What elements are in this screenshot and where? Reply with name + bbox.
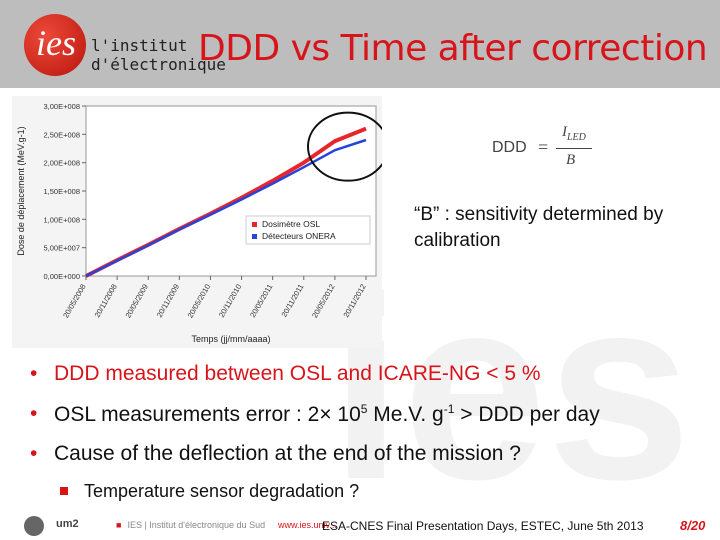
y-axis-label: Dose de déplacement (MeV.g-1)	[16, 126, 26, 255]
bullet-2-text: OSL measurements error : 2× 105 Me.V. g-…	[54, 402, 600, 426]
formula-numerator: ILED	[562, 124, 586, 143]
bullet-1-text: DDD measured between OSL and ICARE-NG < …	[54, 362, 541, 385]
y-tick-label: 2,50E+008	[44, 130, 81, 139]
bullet-dot-icon: •	[30, 402, 38, 425]
legend-swatch	[252, 234, 257, 239]
x-tick-label: 20/05/2008	[61, 283, 88, 320]
x-tick-label: 20/11/2008	[93, 283, 119, 320]
bullet-dot-icon: •	[30, 362, 38, 385]
footer-ies-label: ■ IES | Institut d'électronique du Sud	[116, 520, 266, 530]
x-axis-label: Temps (jj/mm/aaaa)	[191, 334, 270, 344]
y-tick-label: 3,00E+008	[44, 102, 81, 111]
footer-conference: ESA-CNES Final Presentation Days, ESTEC,…	[322, 519, 644, 533]
legend-swatch	[252, 222, 257, 227]
formula-denominator: B	[566, 152, 576, 168]
watermark-ies: ies	[330, 244, 692, 534]
footer-url: www.ies.univ...	[278, 520, 337, 530]
slide-footer: um2 ■ IES | Institut d'électronique du Su…	[0, 512, 720, 540]
formula-lhs: DDD	[492, 139, 527, 156]
slide-header: ies l'institut d'électronique DDD vs Tim…	[0, 0, 720, 88]
y-tick-label: 2,00E+008	[44, 159, 81, 168]
x-tick-label: 20/11/2012	[341, 283, 367, 320]
y-tick-label: 5,00E+007	[44, 244, 81, 253]
ddd-formula: DDD = ILED B	[492, 124, 602, 174]
x-tick-label: 20/11/2009	[155, 283, 181, 320]
footer-ies-logo-icon	[24, 516, 44, 536]
x-tick-label: 20/05/2009	[123, 283, 150, 320]
legend-label: Dosimètre OSL	[262, 219, 320, 229]
x-tick-label: 20/11/2010	[217, 283, 243, 320]
logo-line-2: d'électronique	[91, 55, 226, 74]
x-tick-label: 20/05/2010	[186, 283, 213, 320]
y-tick-label: 1,50E+008	[44, 187, 81, 196]
square-bullet-icon	[60, 487, 68, 495]
y-tick-label: 0,00E+000	[44, 272, 81, 281]
sub-bullet-text: Temperature sensor degradation ?	[84, 481, 360, 501]
series-line-onera	[85, 138, 367, 278]
x-tick-label: 20/05/2012	[310, 283, 337, 320]
x-tick-label: 20/05/2011	[248, 283, 274, 320]
ies-logo-icon	[24, 14, 86, 76]
logo-text: ies	[36, 23, 76, 63]
logo-line-1: l'institut	[91, 36, 188, 55]
bullet-3-text: Cause of the deflection at the end of th…	[54, 442, 521, 465]
plot-area	[85, 105, 377, 277]
page-number: 8/20	[680, 518, 706, 533]
x-tick-label: 20/11/2011	[279, 283, 305, 319]
footer-um2-logo: um2	[56, 518, 79, 530]
slide-title: DDD vs Time after correction	[198, 28, 708, 69]
formula-fraction-bar	[556, 148, 592, 149]
y-tick-label: 1,00E+008	[44, 215, 81, 224]
legend-box	[245, 215, 371, 245]
formula-equals: =	[538, 137, 549, 157]
dose-chart-svg: 0,00E+000 5,00E+007 1,00E+008 1,50E+008 2,00…	[16, 102, 382, 344]
bullet-dot-icon: •	[30, 442, 38, 465]
dose-chart: 0,00E+000 5,00E+007 1,00E+008 1,50E+008 2,00…	[12, 96, 382, 348]
calibration-note: “B” : sensitivity determined by calibrat…	[414, 204, 664, 251]
legend-label: Détecteurs ONERA	[262, 231, 336, 241]
annotation-circle	[307, 111, 382, 182]
